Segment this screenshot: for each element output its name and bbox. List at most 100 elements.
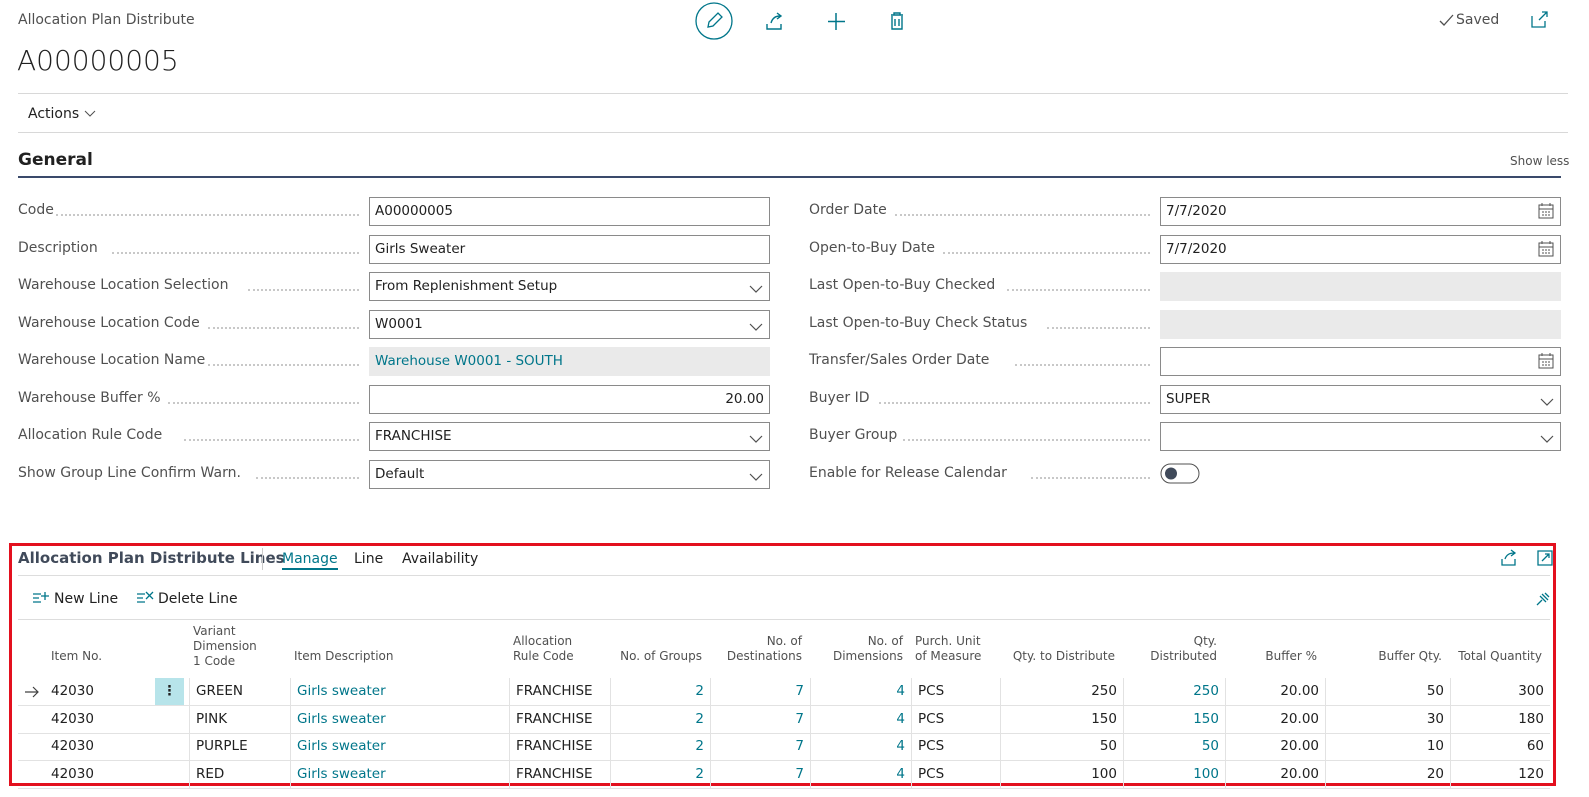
- cell: 100: [1000, 761, 1123, 789]
- tab[interactable]: Line: [354, 551, 384, 567]
- field-input[interactable]: W0001: [369, 309, 770, 339]
- dot-leader: [1047, 326, 1150, 329]
- cell: 180: [1450, 705, 1550, 733]
- button-icon: [32, 590, 50, 610]
- cell[interactable]: 7: [710, 678, 810, 705]
- field-input[interactable]: SUPER: [1160, 384, 1561, 414]
- cell[interactable]: 150: [1123, 705, 1225, 733]
- field-label: Warehouse Location Selection: [18, 277, 229, 293]
- cell: 42030: [51, 710, 94, 727]
- cell[interactable]: 7: [710, 705, 810, 733]
- dot-leader: [56, 214, 359, 216]
- field-input: Warehouse W0001 - SOUTH: [369, 347, 770, 376]
- cell[interactable]: Girls sweater: [290, 733, 509, 761]
- field-input[interactable]: [1160, 422, 1561, 451]
- field-label: Last Open-to-Buy Checked: [809, 277, 996, 293]
- dropdown-chevron: [749, 470, 763, 486]
- column-header: Buffer Qty.: [1378, 649, 1442, 663]
- cell[interactable]: 4: [810, 678, 911, 705]
- cell: GREEN: [189, 678, 290, 705]
- cell[interactable]: 4: [810, 733, 911, 761]
- dot-leader: [943, 251, 1150, 254]
- cell[interactable]: 50: [1123, 733, 1225, 761]
- field-input[interactable]: A00000005: [369, 197, 770, 226]
- row-arrow: [24, 686, 40, 702]
- action-button[interactable]: Delete Line: [158, 591, 238, 607]
- field-label: Transfer/Sales Order Date: [809, 352, 990, 368]
- field-label: Allocation Rule Code: [18, 427, 163, 443]
- cell[interactable]: 250: [1123, 678, 1225, 705]
- cell[interactable]: 7: [710, 733, 810, 761]
- field-label: Open-to-Buy Date: [809, 239, 935, 256]
- actions-menu[interactable]: Actions: [28, 106, 96, 122]
- cell: 50: [1000, 733, 1123, 761]
- cell: 42030: [51, 683, 94, 699]
- dropdown-chevron: [749, 282, 763, 298]
- cell[interactable]: 100: [1123, 761, 1225, 789]
- cell: 20: [1325, 761, 1450, 789]
- cell[interactable]: 2: [610, 761, 710, 789]
- toolbar-icons[interactable]: [695, 2, 915, 42]
- pin-icon[interactable]: [1534, 590, 1552, 608]
- part-icons[interactable]: [1498, 549, 1558, 567]
- divider: [262, 548, 263, 570]
- dot-leader: [184, 439, 359, 441]
- column-header: No. of Dimensions: [832, 634, 903, 663]
- cell[interactable]: Girls sweater: [290, 761, 509, 789]
- cell: FRANCHISE: [509, 678, 610, 705]
- field-input[interactable]: Default: [369, 459, 770, 489]
- cell: PCS: [911, 678, 1000, 705]
- row-menu[interactable]: ⋮: [155, 678, 184, 705]
- record-no: A00000005: [17, 44, 179, 77]
- cell: 20.00: [1225, 761, 1325, 789]
- cell: FRANCHISE: [509, 733, 610, 761]
- cell: 42030: [51, 738, 94, 755]
- dropdown-chevron: [749, 432, 763, 448]
- dropdown-chevron: [1540, 432, 1554, 448]
- field-input[interactable]: 20.00: [369, 384, 770, 414]
- section-title: General: [18, 150, 93, 170]
- cell[interactable]: 2: [610, 678, 710, 705]
- cell: 50: [1325, 678, 1450, 705]
- dot-leader: [168, 401, 359, 404]
- page-caption: Allocation Plan Distribute: [18, 12, 195, 28]
- field-input[interactable]: FRANCHISE: [369, 422, 770, 451]
- field-label: Show Group Line Confirm Warn.: [18, 464, 241, 481]
- cell[interactable]: 4: [810, 705, 911, 733]
- field-label: Buyer Group: [809, 427, 898, 443]
- field-input[interactable]: 7/7/2020: [1160, 197, 1561, 226]
- dot-leader: [879, 401, 1150, 404]
- cell[interactable]: 2: [610, 705, 710, 733]
- cell: PURPLE: [189, 733, 290, 761]
- row-line: [18, 705, 1550, 706]
- field-label: Buyer ID: [809, 389, 870, 406]
- field-input[interactable]: [1160, 347, 1561, 376]
- actions-label[interactable]: Actions: [28, 106, 80, 122]
- cell: 250: [1000, 678, 1123, 705]
- field-input[interactable]: 7/7/2020: [1160, 234, 1561, 264]
- dot-leader: [1015, 364, 1150, 366]
- cell[interactable]: Girls sweater: [290, 705, 509, 733]
- cell: 20.00: [1225, 733, 1325, 761]
- field-input[interactable]: Girls Sweater: [369, 234, 770, 264]
- cell[interactable]: Girls sweater: [290, 678, 509, 705]
- field-label: Order Date: [809, 202, 887, 218]
- field-label: Warehouse Buffer %: [18, 389, 161, 406]
- dot-leader: [1007, 289, 1150, 291]
- column-header: No. of Groups: [620, 649, 702, 663]
- field-input[interactable]: From Replenishment Setup: [369, 272, 770, 301]
- tab[interactable]: Availability: [402, 551, 479, 567]
- cell[interactable]: 7: [710, 761, 810, 789]
- show-less[interactable]: Show less: [1510, 154, 1570, 168]
- column-header: Purch. Unit of Measure: [915, 634, 982, 663]
- cell[interactable]: 4: [810, 761, 911, 789]
- calendar-icon: [1538, 353, 1554, 373]
- open-new-window[interactable]: [1530, 11, 1550, 29]
- column-header: Item Description: [294, 649, 394, 663]
- field-label: Last Open-to-Buy Check Status: [809, 314, 1028, 331]
- tab[interactable]: Manage: [282, 551, 338, 570]
- action-button[interactable]: New Line: [54, 591, 119, 607]
- cell[interactable]: 2: [610, 733, 710, 761]
- dot-leader: [903, 439, 1150, 441]
